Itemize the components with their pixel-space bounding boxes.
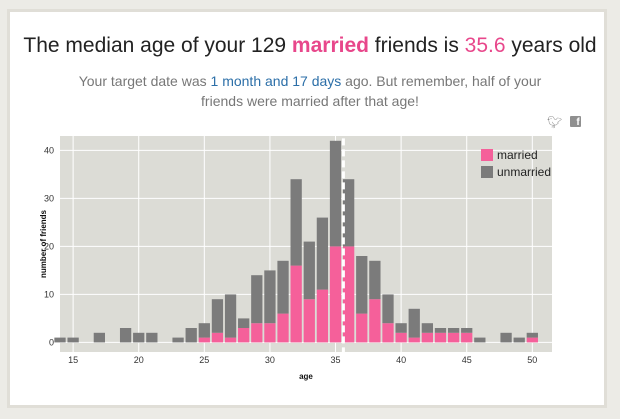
x-tick-label: 50 <box>527 355 537 365</box>
bar-married <box>290 265 302 343</box>
bar-unmarried <box>251 275 263 324</box>
legend-label-married: married <box>497 148 538 162</box>
bar-married <box>303 299 315 343</box>
x-tick-label: 25 <box>199 355 209 365</box>
bar-married <box>211 332 224 343</box>
bar-unmarried <box>447 328 460 333</box>
bar-unmarried <box>277 260 289 314</box>
bar-unmarried <box>369 260 381 300</box>
bars <box>54 140 538 343</box>
y-tick-label: 40 <box>44 145 54 155</box>
bar-unmarried <box>54 337 66 343</box>
x-tick-label: 40 <box>396 355 406 365</box>
target-date-highlight: 1 month and 17 days <box>210 73 342 89</box>
legend-swatch-married <box>481 149 493 161</box>
bar-married <box>342 246 355 343</box>
y-tick-label: 20 <box>44 241 54 251</box>
y-axis-label: number of friends <box>39 209 48 278</box>
bar-married <box>395 332 407 343</box>
bar-unmarried <box>224 294 237 338</box>
bar-unmarried <box>408 308 420 338</box>
subtitle: Your target date was 1 month and 17 days… <box>78 73 542 109</box>
bar-married <box>461 332 473 343</box>
bar-unmarried <box>316 217 329 290</box>
legend-label-unmarried: unmarried <box>497 165 551 179</box>
bar-married <box>277 313 289 343</box>
bar-married <box>356 313 368 343</box>
bar-unmarried <box>290 179 302 266</box>
median-age-value: 35.6 <box>464 34 506 57</box>
bar-unmarried <box>198 323 210 338</box>
bar-married <box>526 337 538 343</box>
x-tick-label: 45 <box>462 355 472 365</box>
x-tick-label: 15 <box>68 355 78 365</box>
bar-married <box>224 337 237 343</box>
bar-unmarried <box>185 328 197 343</box>
share-icons: 🐦︎ f <box>547 113 581 131</box>
bar-married <box>369 299 381 343</box>
page-title: The median age of your 129 married frien… <box>23 34 597 57</box>
x-axis-label: age <box>299 372 313 381</box>
bar-unmarried <box>303 241 315 300</box>
bar-married <box>408 337 420 343</box>
bar-unmarried <box>342 179 355 247</box>
bar-unmarried <box>238 318 250 328</box>
bar-married <box>329 246 342 343</box>
bar-unmarried <box>474 337 486 343</box>
bar-unmarried <box>93 332 106 343</box>
bar-unmarried <box>146 332 158 343</box>
bar-married <box>447 332 460 343</box>
bar-married <box>316 289 329 343</box>
bar-unmarried <box>421 323 434 333</box>
bar-married <box>198 337 210 343</box>
married-highlight: married <box>291 34 369 57</box>
bar-unmarried <box>264 270 276 324</box>
bar-married <box>382 323 394 343</box>
bar-married <box>251 323 263 343</box>
bar-unmarried <box>395 323 407 333</box>
bar-unmarried <box>172 337 184 343</box>
bar-unmarried <box>382 294 394 324</box>
bar-married <box>421 332 434 343</box>
bar-married <box>264 323 276 343</box>
bar-unmarried <box>513 337 525 343</box>
bar-unmarried <box>461 328 473 333</box>
bar-married <box>434 332 447 343</box>
y-tick-label: 30 <box>44 193 54 203</box>
x-tick-label: 35 <box>331 355 341 365</box>
y-tick-label: 0 <box>49 337 54 347</box>
twitter-icon[interactable]: 🐦︎ <box>547 114 563 129</box>
bar-unmarried <box>67 337 79 343</box>
x-axis: 15 20 25 30 35 40 45 50 <box>68 355 537 365</box>
bar-unmarried <box>434 328 447 333</box>
bar-married <box>238 328 250 343</box>
bar-unmarried <box>211 299 224 333</box>
bar-unmarried <box>119 328 132 343</box>
bar-unmarried <box>356 256 368 314</box>
bar-unmarried <box>526 332 538 338</box>
y-axis: 0 10 20 30 40 <box>44 145 54 347</box>
facebook-icon[interactable]: f <box>569 116 581 128</box>
legend-swatch-unmarried <box>481 166 493 178</box>
bar-unmarried <box>500 332 512 343</box>
x-tick-label: 30 <box>265 355 275 365</box>
bar-unmarried <box>329 140 342 247</box>
legend: married unmarried <box>481 148 551 179</box>
x-tick-label: 20 <box>134 355 144 365</box>
bar-unmarried <box>133 332 145 343</box>
y-tick-label: 10 <box>44 289 54 299</box>
